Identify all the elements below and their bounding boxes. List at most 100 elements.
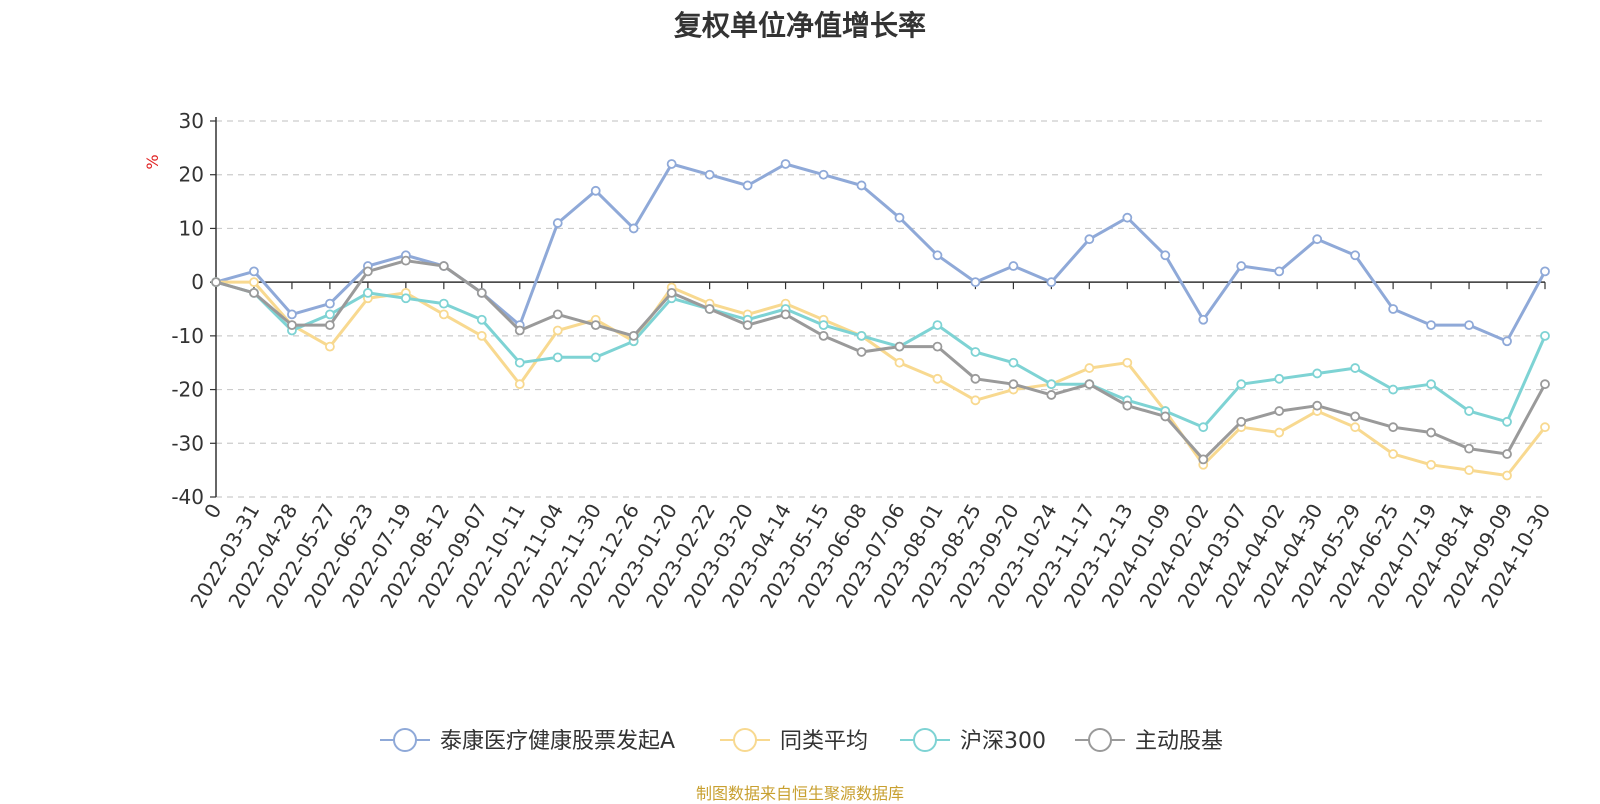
data-point [818,320,829,331]
series-layer [211,159,1550,481]
data-point [1464,465,1474,476]
data-point [1046,277,1057,288]
data-point [1426,320,1436,331]
data-point [1350,411,1361,422]
data-point [1274,266,1285,277]
data-point [1236,416,1247,427]
data-point [1274,427,1285,438]
legend-item-2[interactable]: 沪深300 [900,728,1046,754]
data-point [932,320,943,331]
y-tick-label: -20 [171,378,204,402]
data-point [325,341,335,352]
data-point [1388,304,1399,314]
data-point [1160,250,1171,261]
data-point [1502,336,1512,347]
legend-circle-icon [733,728,757,752]
data-point [818,330,829,341]
data-point [1122,212,1133,223]
data-point [704,304,715,314]
data-point [438,261,449,271]
data-point [932,341,943,352]
y-tick-label: -30 [171,431,204,455]
data-point [970,347,981,357]
data-point [856,347,867,357]
data-point [287,309,297,320]
data-point [1274,406,1285,416]
legend-circle-icon [393,728,417,752]
legend-label: 同类平均 [780,729,868,754]
data-point [1426,379,1436,390]
data-point [1426,459,1436,470]
legend-label: 泰康医疗健康股票发起A [440,729,675,754]
series-line [216,280,1547,477]
data-point [590,352,601,363]
data-point [1084,363,1095,373]
legend-circle-icon [913,728,937,752]
data-point [1540,330,1550,341]
data-point [1236,379,1247,390]
data-point [818,169,829,180]
data-point [970,277,981,288]
data-point [1198,422,1209,433]
y-axis-unit-label: % [143,154,162,169]
data-point [1084,234,1095,245]
data-point [1008,379,1019,390]
data-point [1540,422,1550,433]
series-1 [211,277,1550,481]
data-point [249,277,259,288]
data-point [400,255,411,266]
data-point [325,320,335,331]
data-point [552,218,563,228]
y-tick-label: 0 [191,270,204,294]
data-point [1464,320,1474,331]
data-point [400,293,411,304]
data-point [1350,422,1361,433]
data-point [970,395,981,406]
y-tick-label: 10 [179,216,204,240]
data-point [894,212,905,223]
data-point [742,320,753,331]
data-point [1008,261,1019,271]
data-point [1502,470,1512,481]
data-point [362,287,373,298]
data-point [856,180,867,191]
data-point [552,325,563,336]
y-tick-label: -10 [171,324,204,348]
data-point [1122,400,1133,411]
data-point [1160,411,1171,422]
legend-item-3[interactable]: 主动股基 [1075,728,1223,754]
data-point [1426,427,1436,438]
data-point [1122,357,1133,368]
data-point [1350,250,1361,261]
data-point [1388,422,1399,433]
data-point [1312,368,1323,379]
legend-item-1[interactable]: 同类平均 [720,728,868,754]
data-point [780,309,791,320]
data-point [628,330,639,341]
source-note: 制图数据来自恒生聚源数据库 [695,784,904,803]
data-point [476,330,487,341]
data-point [932,373,943,384]
data-point [1274,373,1285,384]
legend-label: 主动股基 [1135,729,1223,754]
data-point [1502,416,1512,427]
data-point [1388,384,1399,395]
data-point [780,159,791,169]
data-point [438,309,449,320]
data-point [249,287,259,298]
data-point [1312,234,1323,245]
data-point [628,223,639,234]
data-point [1198,314,1209,325]
data-point [552,309,563,320]
legend[interactable]: 泰康医疗健康股票发起A 同类平均 沪深300 主动股基 [380,728,1223,754]
data-point [438,298,449,309]
legend-label: 沪深300 [960,729,1046,754]
series-line [215,162,1547,343]
data-point [1236,261,1247,271]
data-point [742,180,753,191]
x-tick-label: 0 [199,500,226,523]
data-point [666,287,677,298]
series-line [215,259,1547,461]
legend-item-0[interactable]: 泰康医疗健康股票发起A [380,728,675,754]
data-point [514,325,525,336]
